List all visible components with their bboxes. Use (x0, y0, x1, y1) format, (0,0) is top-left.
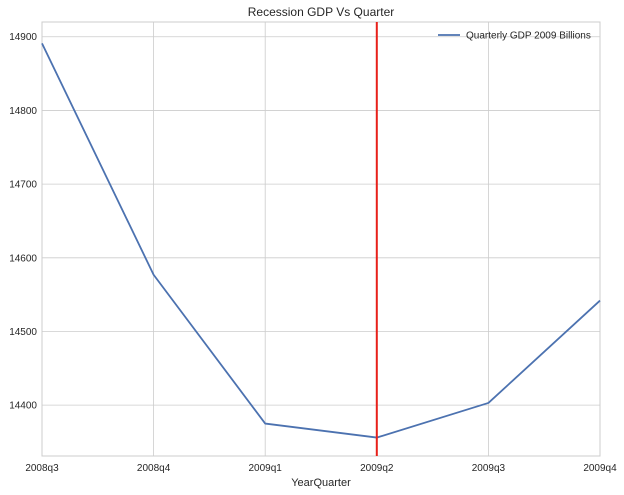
series-line (41, 42, 601, 439)
y-tick-label: 14600 (9, 253, 37, 264)
y-tick-labels: 14400 14500 14600 14700 14800 14900 (9, 32, 37, 411)
plot-frame (41, 21, 601, 457)
x-tick-label: 2009q2 (360, 463, 394, 474)
legend-entry-label: Quarterly GDP 2009 Billions (466, 31, 591, 42)
chart-title: Recession GDP Vs Quarter (248, 5, 395, 19)
y-tick-label: 14400 (9, 401, 37, 412)
y-tick-label: 14900 (9, 32, 37, 43)
x-tick-label: 2009q1 (249, 463, 283, 474)
y-tick-label: 14500 (9, 327, 37, 338)
y-tick-label: 14800 (9, 106, 37, 117)
x-tick-label: 2009q3 (472, 463, 506, 474)
series-layer (41, 42, 601, 439)
x-tick-label: 2009q4 (583, 463, 617, 474)
x-axis-label: YearQuarter (291, 477, 351, 489)
x-tick-label: 2008q4 (137, 463, 171, 474)
x-tick-labels: 2008q3 2008q4 2009q1 2009q2 2009q3 2009q4 (25, 463, 617, 474)
y-tick-label: 14700 (9, 180, 37, 191)
x-tick-label: 2008q3 (25, 463, 59, 474)
legend: Quarterly GDP 2009 Billions (438, 31, 591, 42)
grid (41, 22, 601, 456)
